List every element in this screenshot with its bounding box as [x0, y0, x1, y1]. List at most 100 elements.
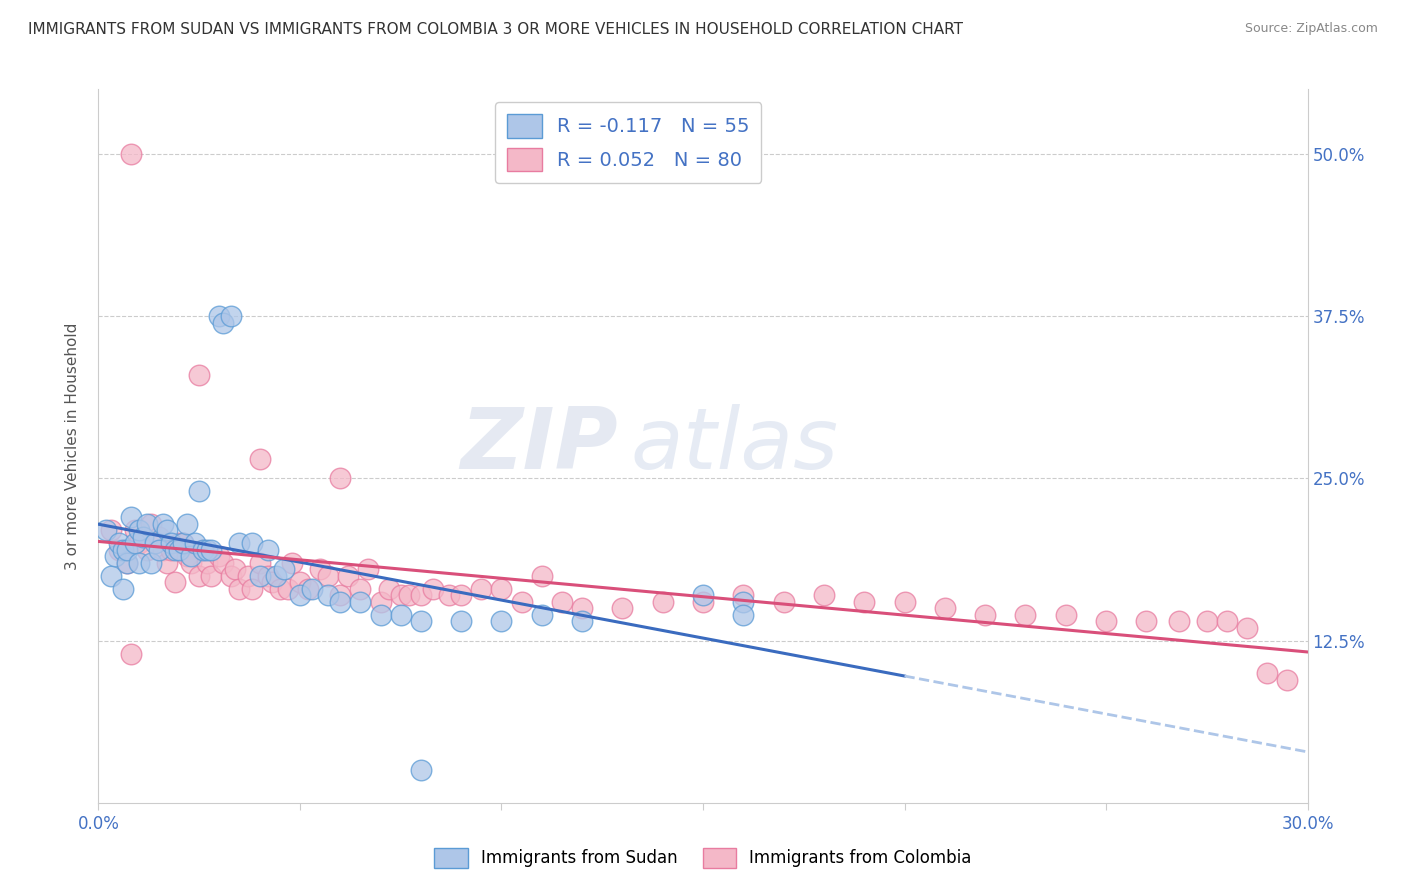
- Point: [228, 582, 250, 596]
- Point: [470, 582, 492, 596]
- Point: [772, 595, 794, 609]
- Point: [256, 568, 278, 582]
- Point: [1256, 666, 1278, 681]
- Point: [184, 536, 207, 550]
- Point: [152, 542, 174, 557]
- Point: [111, 542, 134, 557]
- Point: [370, 607, 392, 622]
- Point: [530, 568, 553, 582]
- Point: [329, 471, 352, 485]
- Point: [409, 764, 432, 778]
- Point: [193, 542, 215, 557]
- Point: [269, 582, 291, 596]
- Text: IMMIGRANTS FROM SUDAN VS IMMIGRANTS FROM COLOMBIA 3 OR MORE VEHICLES IN HOUSEHOL: IMMIGRANTS FROM SUDAN VS IMMIGRANTS FROM…: [28, 22, 963, 37]
- Point: [491, 614, 513, 628]
- Point: [337, 568, 360, 582]
- Text: atlas: atlas: [630, 404, 838, 488]
- Point: [377, 582, 399, 596]
- Point: [530, 607, 553, 622]
- Point: [813, 588, 835, 602]
- Point: [329, 595, 352, 609]
- Point: [612, 601, 634, 615]
- Point: [200, 542, 222, 557]
- Point: [288, 588, 311, 602]
- Point: [409, 614, 432, 628]
- Legend: R = -0.117   N = 55, R = 0.052   N = 80: R = -0.117 N = 55, R = 0.052 N = 80: [495, 103, 762, 183]
- Point: [277, 582, 299, 596]
- Point: [208, 310, 231, 324]
- Point: [273, 562, 295, 576]
- Point: [135, 542, 157, 557]
- Point: [1195, 614, 1218, 628]
- Y-axis label: 3 or more Vehicles in Household: 3 or more Vehicles in Household: [65, 322, 80, 570]
- Point: [733, 588, 755, 602]
- Point: [249, 568, 271, 582]
- Point: [309, 562, 332, 576]
- Point: [221, 568, 243, 582]
- Legend: Immigrants from Sudan, Immigrants from Colombia: Immigrants from Sudan, Immigrants from C…: [427, 841, 979, 875]
- Point: [139, 556, 162, 570]
- Point: [288, 575, 311, 590]
- Point: [128, 556, 150, 570]
- Point: [1095, 614, 1118, 628]
- Point: [115, 542, 138, 557]
- Point: [437, 588, 460, 602]
- Point: [163, 575, 186, 590]
- Point: [193, 542, 215, 557]
- Point: [974, 607, 997, 622]
- Point: [111, 582, 134, 596]
- Point: [297, 582, 319, 596]
- Point: [188, 484, 211, 499]
- Point: [128, 536, 150, 550]
- Point: [212, 316, 235, 330]
- Point: [212, 556, 235, 570]
- Point: [651, 595, 673, 609]
- Point: [422, 582, 444, 596]
- Text: ZIP: ZIP: [461, 404, 619, 488]
- Point: [1277, 673, 1299, 687]
- Point: [172, 536, 194, 550]
- Point: [156, 524, 179, 538]
- Point: [115, 556, 138, 570]
- Point: [160, 536, 183, 550]
- Point: [195, 556, 218, 570]
- Point: [96, 524, 118, 538]
- Point: [167, 542, 190, 557]
- Point: [180, 549, 202, 564]
- Point: [115, 556, 138, 570]
- Point: [188, 368, 211, 382]
- Point: [152, 516, 174, 531]
- Point: [281, 556, 304, 570]
- Point: [107, 536, 129, 550]
- Point: [1236, 621, 1258, 635]
- Point: [124, 536, 146, 550]
- Point: [316, 588, 339, 602]
- Text: Source: ZipAtlas.com: Source: ZipAtlas.com: [1244, 22, 1378, 36]
- Point: [733, 595, 755, 609]
- Point: [180, 556, 202, 570]
- Point: [148, 542, 170, 557]
- Point: [124, 524, 146, 538]
- Point: [551, 595, 574, 609]
- Point: [571, 614, 593, 628]
- Point: [228, 536, 250, 550]
- Point: [1167, 614, 1189, 628]
- Point: [1135, 614, 1157, 628]
- Point: [301, 582, 323, 596]
- Point: [692, 595, 714, 609]
- Point: [357, 562, 380, 576]
- Point: [249, 556, 271, 570]
- Point: [103, 549, 125, 564]
- Point: [1216, 614, 1239, 628]
- Point: [176, 549, 198, 564]
- Point: [934, 601, 956, 615]
- Point: [256, 542, 278, 557]
- Point: [240, 582, 263, 596]
- Point: [132, 530, 155, 544]
- Point: [893, 595, 915, 609]
- Point: [240, 536, 263, 550]
- Point: [221, 310, 243, 324]
- Point: [176, 516, 198, 531]
- Point: [200, 568, 222, 582]
- Point: [349, 595, 371, 609]
